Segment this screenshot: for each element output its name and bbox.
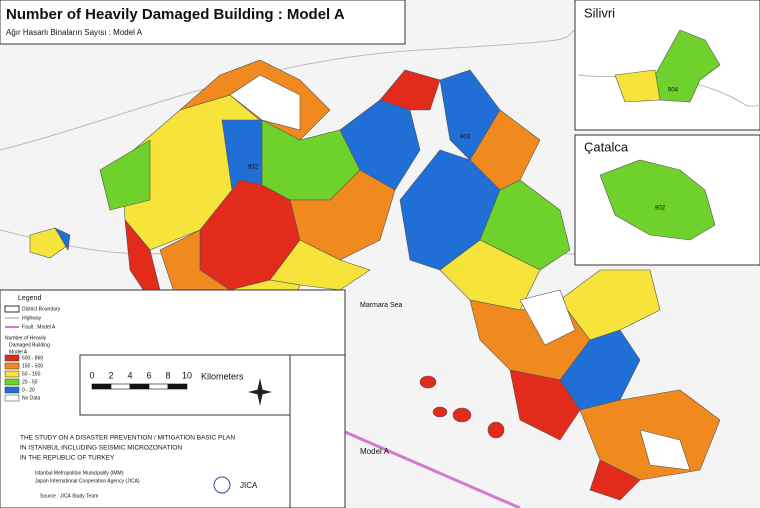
- scale-segment: [129, 383, 150, 390]
- legend-item: Highway: [22, 315, 42, 321]
- legend-swatch: [4, 386, 20, 394]
- legend-swatch: [4, 378, 20, 386]
- legend-swatch: [4, 305, 20, 313]
- legend-class: No Data: [22, 395, 41, 401]
- inset-label: Çatalca: [584, 139, 629, 154]
- district: [614, 69, 661, 103]
- agency: Istanbul Metropolitan Municipality (IMM): [35, 470, 124, 476]
- scale-tick: 10: [182, 370, 192, 380]
- title: Number of Heavily Damaged Building : Mod…: [6, 6, 345, 23]
- legend-class: 0 - 20: [22, 387, 35, 393]
- legend-class-title: Damaged Building: [9, 342, 50, 348]
- scale-unit: Kilometers: [201, 371, 244, 381]
- scale-segment: [110, 383, 131, 390]
- scale-segment: [167, 383, 188, 390]
- legend-class: 150 - 500: [22, 363, 43, 369]
- legend-item: Fault : Model A: [22, 324, 56, 330]
- islands: [419, 375, 505, 439]
- inset-label: Silivri: [584, 5, 615, 20]
- legend-swatch: [4, 394, 20, 402]
- district-code: 902: [655, 206, 666, 212]
- index-box: [289, 354, 346, 508]
- scale-tick: 8: [165, 370, 170, 380]
- legend-class: 500 - 860: [22, 355, 43, 361]
- scale-segment: [148, 383, 169, 390]
- fault-label: Model A: [360, 447, 390, 456]
- road: [577, 74, 760, 107]
- scale-tick: 2: [108, 370, 113, 380]
- scale-segment: [91, 383, 112, 390]
- imm-logo: [213, 476, 231, 494]
- scale-tick: 6: [146, 370, 151, 380]
- district-code: 903: [460, 135, 471, 141]
- legend-swatch: [4, 354, 20, 362]
- legend-class-title: Number of Heavily: [5, 335, 47, 341]
- scale-bar: 0 2 4 6 8 10 Kilometers: [89, 370, 244, 390]
- legend-class: 50 - 150: [22, 371, 41, 377]
- study-line: THE STUDY ON A DISASTER PREVENTION / MIT…: [20, 435, 235, 442]
- district: [599, 159, 716, 241]
- jica-logo: JICA: [240, 481, 258, 490]
- scale-tick: 0: [89, 370, 94, 380]
- title-box: [0, 0, 406, 45]
- legend-swatch: [4, 370, 20, 378]
- scale-tick: 4: [127, 370, 132, 380]
- subtitle: Ağır Hasarlı Binaların Sayısı : Model A: [6, 28, 143, 37]
- source: Source : JICA Study Team: [40, 493, 98, 499]
- legend-class-title: Model A: [9, 349, 28, 355]
- legend-class: 20 - 50: [22, 379, 38, 385]
- study-line: IN ISTANBUL INCLUDING SEISMIC MICROZONAT…: [20, 445, 182, 452]
- asian-side: [399, 69, 721, 501]
- north-arrow: [248, 378, 272, 406]
- legend-item: District Boundary: [22, 306, 61, 312]
- agency: Japan International Cooperation Agency (…: [35, 478, 140, 484]
- legend-title: Legend: [18, 295, 41, 302]
- district-code: 932: [248, 165, 259, 171]
- legend-swatch: [4, 362, 20, 370]
- legend-classes: 500 - 860 150 - 500 50 - 150 20 - 50 0 - 20 N…: [4, 354, 43, 402]
- fault-line: [344, 430, 521, 508]
- sea-label: Marmara Sea: [360, 302, 403, 309]
- study-line: IN THE REPUBLIC OF TURKEY: [20, 455, 115, 462]
- district-code: 904: [668, 88, 679, 94]
- european-side: [29, 59, 441, 336]
